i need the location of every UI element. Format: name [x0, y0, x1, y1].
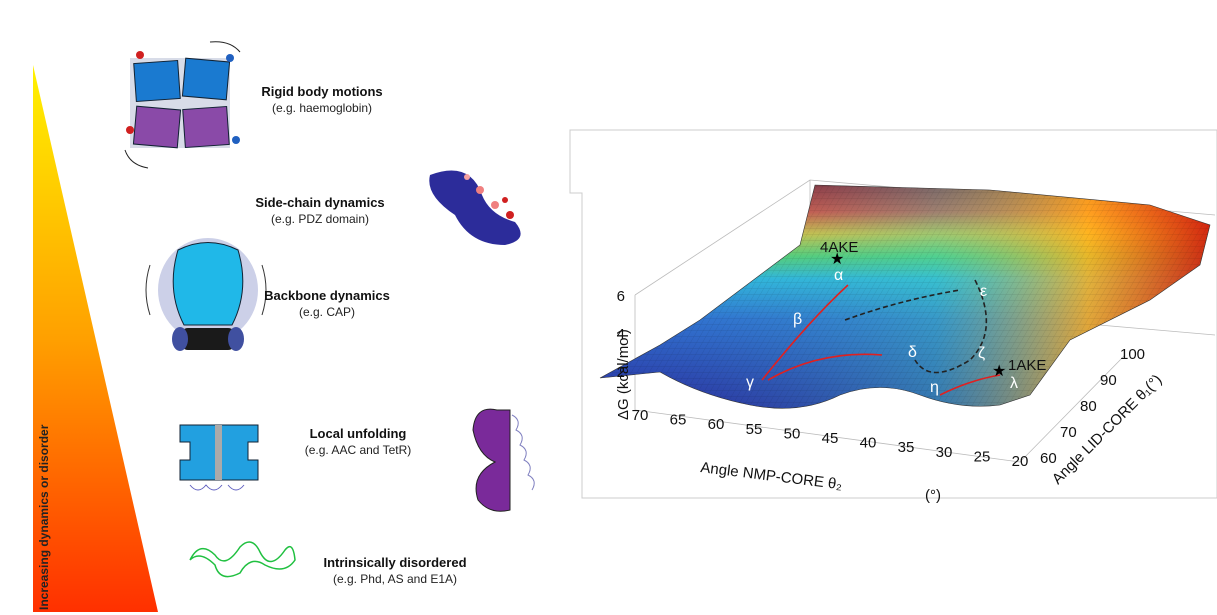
- item-title: Side-chain dynamics: [255, 195, 384, 210]
- cap-icon: [145, 238, 267, 351]
- paths: [761, 279, 1001, 396]
- star: ★: [992, 363, 1006, 380]
- x-tick-label: 20: [1012, 453, 1029, 470]
- y-tick-label: 90: [1100, 372, 1117, 389]
- z-tick-label: 2: [617, 364, 625, 381]
- x-tick-label: 25: [974, 448, 991, 465]
- state-greek: ζ: [978, 345, 985, 362]
- item-title: Backbone dynamics: [264, 288, 390, 303]
- item-title: Rigid body motions: [261, 84, 382, 99]
- item-title: Intrinsically disordered: [323, 555, 466, 570]
- z-tick-label: 4: [617, 326, 625, 343]
- z-tick-label: 6: [617, 288, 625, 305]
- y-tick-label: 100: [1120, 346, 1145, 363]
- y-tick-label: 70: [1060, 424, 1077, 441]
- haemoglobin-icon: [124, 41, 241, 169]
- item-subtitle: (e.g. CAP): [299, 305, 355, 319]
- x-tick-label: 55: [746, 421, 763, 438]
- gradient-triangle: [33, 65, 158, 612]
- state-greek: ε: [980, 283, 987, 300]
- x-tick-label: 50: [784, 425, 801, 442]
- x-tick-label: 40: [860, 435, 877, 452]
- x-tick-label: 30: [936, 444, 953, 461]
- z-axis-label: ΔG (kcal/mol): [615, 329, 632, 420]
- state-greek: γ: [746, 374, 754, 391]
- y-tick-label: 60: [1040, 450, 1057, 467]
- state-greek: λ: [1010, 375, 1018, 392]
- item-subtitle: (e.g. PDZ domain): [271, 212, 369, 226]
- energy-landscape: ★ ★ 4AKE 1AKE α β γ δ ε ζ η λ ΔG (kcal/m…: [569, 129, 1217, 504]
- x-axis-unit: (°): [925, 487, 941, 504]
- item-subtitle: (e.g. Phd, AS and E1A): [333, 572, 457, 586]
- x-tick-label: 65: [670, 412, 687, 429]
- state-greek: β: [793, 311, 802, 328]
- x-tick-label: 45: [822, 430, 839, 447]
- x-tick-label: 70: [632, 407, 649, 424]
- state-greek: α: [834, 267, 843, 284]
- x-tick-label: 60: [708, 416, 725, 433]
- item-title: Local unfolding: [310, 426, 407, 441]
- aac-icon: [179, 424, 259, 491]
- state-greek: η: [930, 379, 939, 396]
- disordered-icon: [189, 541, 296, 578]
- item-subtitle: (e.g. haemoglobin): [272, 101, 372, 115]
- star: ★: [830, 251, 844, 268]
- state-label: 4AKE: [820, 239, 858, 256]
- tetr-icon: [472, 408, 535, 512]
- state-label: 1AKE: [1008, 357, 1046, 374]
- side-label: Increasing dynamics or disorder: [37, 424, 51, 610]
- y-tick-label: 80: [1080, 398, 1097, 415]
- pdz-icon: [429, 170, 521, 245]
- item-subtitle: (e.g. AAC and TetR): [305, 443, 412, 457]
- x-tick-label: 35: [898, 439, 915, 456]
- state-greek: δ: [908, 344, 917, 361]
